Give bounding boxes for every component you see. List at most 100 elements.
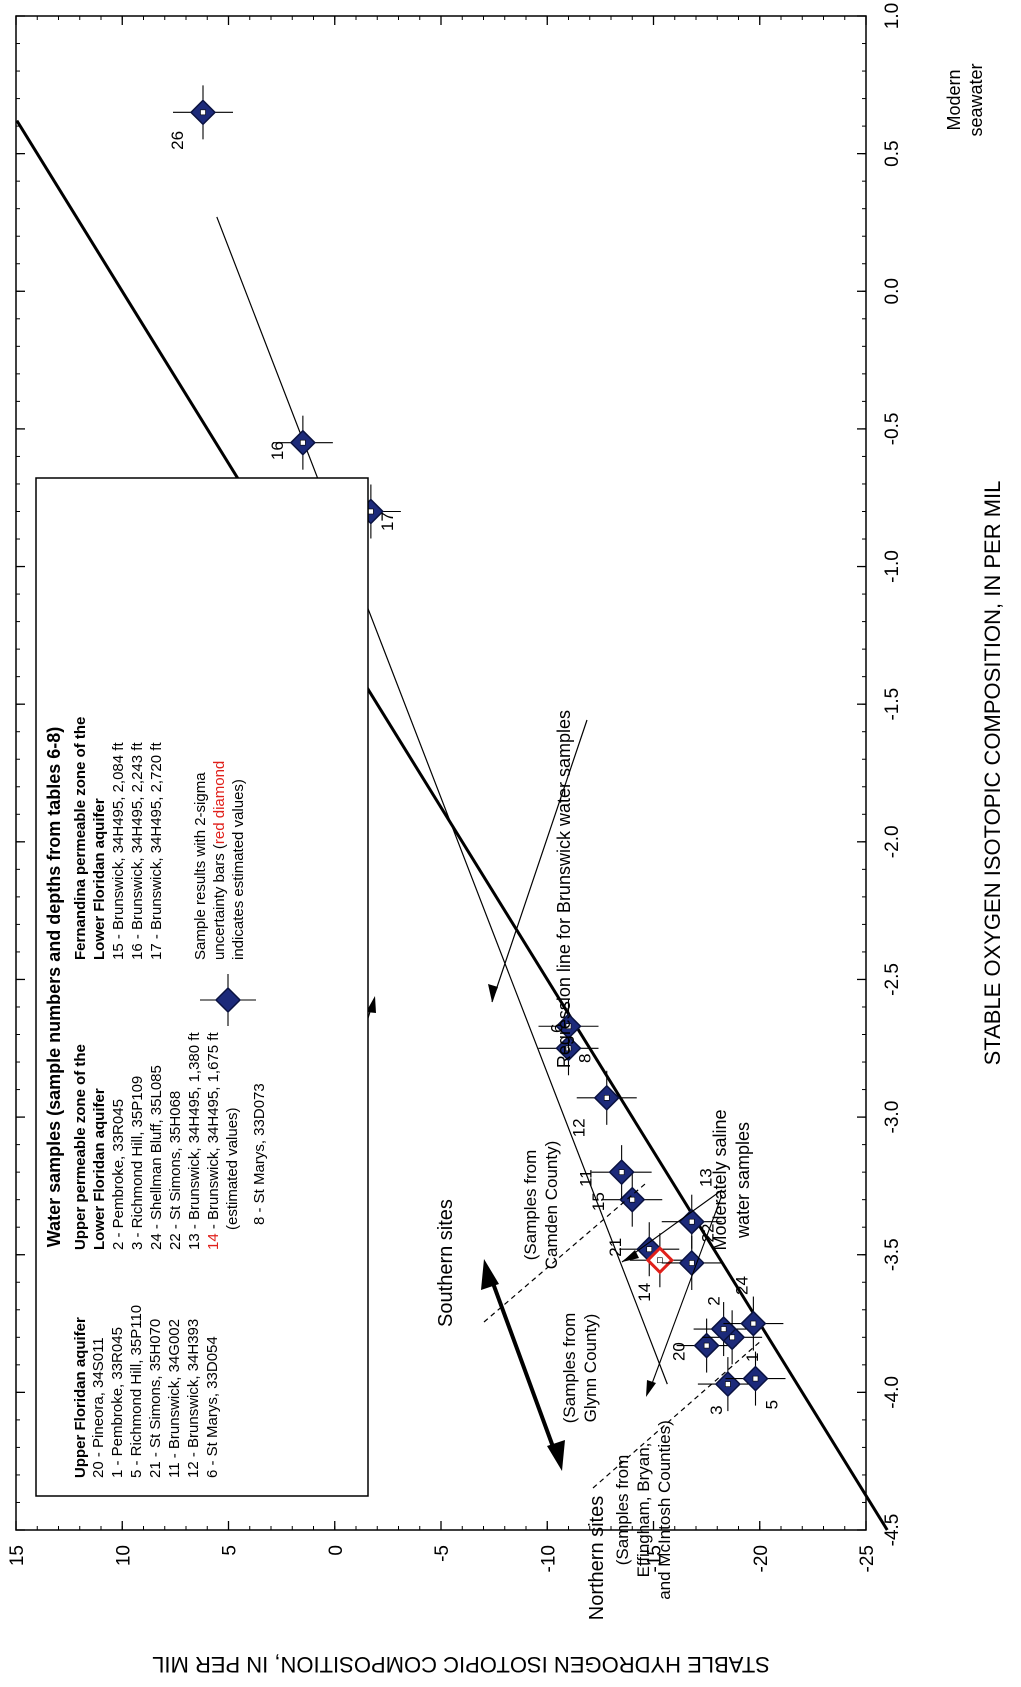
southern-sites-label: Southern sites xyxy=(435,1199,457,1327)
x-tick-label: -1.5 xyxy=(882,688,903,721)
arrowhead xyxy=(488,984,498,1002)
legend-item: (estimated values) xyxy=(224,1107,241,1230)
legend-heading: Upper Floridan aquifer xyxy=(72,1317,89,1478)
legend-item: 24 - Shellman Bluff, 35L085 xyxy=(148,1065,165,1250)
arrowhead xyxy=(646,1380,656,1397)
point-center xyxy=(688,1218,695,1225)
point-center xyxy=(703,1342,710,1349)
x-tick-label: -4.5 xyxy=(882,1514,903,1547)
glynn-label: Glynn County) xyxy=(581,1314,600,1423)
county-divider xyxy=(592,1339,763,1489)
effingham-label: (Samples from xyxy=(613,1455,632,1566)
legend-item: 16 - Brunswick, 34H495, 2,243 ft xyxy=(129,742,146,960)
legend-heading: Lower Floridan aquifer xyxy=(91,1088,108,1250)
x-tick-label: 0.0 xyxy=(882,278,903,304)
point-center xyxy=(629,1196,636,1203)
x-tick-label: -3.5 xyxy=(882,1238,903,1271)
legend-symbol-text: indicates estimated values) xyxy=(230,779,247,960)
seawater-label: Modern xyxy=(944,69,964,130)
legend-title: Water samples (sample numbers and depths… xyxy=(44,727,64,1247)
x-tick-label: 0.5 xyxy=(882,140,903,166)
point-label: 5 xyxy=(763,1400,782,1409)
y-axis-title: STABLE HYDROGEN ISOTOPIC COMPOSITION, IN… xyxy=(152,1652,770,1677)
legend-item: 12 - Brunswick, 34H393 xyxy=(185,1319,202,1478)
saline-leader xyxy=(649,1194,723,1390)
legend-marker xyxy=(214,986,242,1014)
legend-heading: Upper permeable zone of the xyxy=(72,1044,89,1250)
y-tick-label: -25 xyxy=(857,1545,878,1572)
legend-item: 8 - St Marys, 33D073 xyxy=(251,1083,268,1225)
x-tick-label: -1.0 xyxy=(882,550,903,583)
point-center xyxy=(646,1246,653,1253)
point-center xyxy=(657,1257,663,1264)
x-tick-label: -4.0 xyxy=(882,1376,903,1409)
legend-symbol-text: uncertainty bars (red diamond xyxy=(211,761,228,960)
brunswick-line-label: Regression line for Brunswick water samp… xyxy=(554,710,574,1068)
point-label: 16 xyxy=(268,441,287,460)
point-center xyxy=(725,1381,731,1387)
glynn-label: (Samples from xyxy=(560,1313,579,1424)
point-label: 6 xyxy=(548,1024,567,1033)
point-label: 21 xyxy=(606,1238,625,1257)
point-center xyxy=(750,1320,757,1327)
legend-heading: Lower Floridan aquifer xyxy=(91,798,108,960)
legend-symbol-part-1: red diamond xyxy=(211,761,228,844)
effingham-label: Effingham, Bryan, xyxy=(634,1443,653,1578)
point-label: 11 xyxy=(577,1169,596,1187)
point-center xyxy=(688,1260,695,1266)
point-center xyxy=(368,508,374,515)
brunswick-leader xyxy=(491,719,588,1003)
point-center xyxy=(618,1169,625,1175)
northern-sites-label: Northern sites xyxy=(586,1496,608,1621)
point-label: 17 xyxy=(378,512,397,531)
legend-box xyxy=(35,477,369,1497)
point-label: 24 xyxy=(732,1276,751,1295)
legend-estimated-number: 14 xyxy=(205,1233,222,1250)
legend-item: 22 - St Simons, 35H068 xyxy=(167,1091,184,1250)
legend-item: 2 - Pembroke, 33R045 xyxy=(110,1099,127,1250)
point-center xyxy=(752,1375,759,1382)
x-tick-label: -2.0 xyxy=(882,825,903,858)
point-label: 26 xyxy=(168,131,187,150)
chart-marks: -4.5 -4.0 -3.5 -3.0 -2.5 -2.0 -1.5 -1.0 -0.5 0.0 0… xyxy=(7,3,1005,1677)
point-label: 14 xyxy=(635,1283,654,1302)
legend-item: 15 - Brunswick, 34H495, 2,084 ft xyxy=(110,742,127,960)
legend-heading: Fernandina permeable zone of the xyxy=(72,717,89,960)
y-tick-label: 0 xyxy=(326,1545,347,1556)
legend-item: 17 - Brunswick, 34H495, 2,720 ft xyxy=(148,742,165,960)
brunswick-regression-line xyxy=(216,216,668,1385)
arrowhead xyxy=(481,1259,499,1290)
legend-item: 3 - Richmond Hill, 35P109 xyxy=(129,1076,146,1250)
legend-item: 14 - Brunswick, 34H495, 1,675 ft xyxy=(205,1032,222,1250)
point-center xyxy=(720,1326,727,1332)
point-center xyxy=(300,439,306,446)
legend-item: 5 - Richmond Hill, 35P110 xyxy=(128,1305,145,1478)
point-label: 1 xyxy=(743,1353,762,1362)
x-tick-label: 1.0 xyxy=(882,3,903,29)
point-label: 8 xyxy=(576,1054,595,1063)
saline-leader xyxy=(621,1189,723,1263)
moderately-saline-label: water samples xyxy=(733,1122,753,1239)
seawater-label: seawater xyxy=(966,63,986,136)
moderately-saline-label: Moderately saline xyxy=(710,1109,730,1250)
point-label: 15 xyxy=(589,1192,608,1211)
point-center xyxy=(565,1023,572,1030)
point-label: 13 xyxy=(697,1168,716,1187)
x-axis-title: STABLE OXYGEN ISOTOPIC COMPOSITION, IN P… xyxy=(980,481,1005,1066)
y-tick-label: 5 xyxy=(220,1545,241,1556)
legend-item: 1 - Pembroke, 33R045 xyxy=(109,1327,126,1478)
legend-item: 6 - St Marys, 33D054 xyxy=(204,1336,221,1478)
y-tick-label: 10 xyxy=(113,1545,134,1566)
arrowhead xyxy=(547,1440,565,1471)
x-tick-label: -0.5 xyxy=(882,413,903,446)
legend-item: 13 - Brunswick, 34H495, 1,380 ft xyxy=(186,1032,203,1250)
legend-symbol-text: Sample results with 2-sigma xyxy=(192,772,209,960)
point-label: 2 xyxy=(705,1296,724,1305)
point-label: 12 xyxy=(570,1118,589,1137)
point-center xyxy=(729,1334,735,1341)
x-tick-label: -2.5 xyxy=(882,963,903,996)
effingham-label: and McIntosh Counties) xyxy=(655,1420,674,1600)
point-center xyxy=(603,1095,610,1101)
legend-symbol-part-0: uncertainty bars ( xyxy=(211,844,228,960)
